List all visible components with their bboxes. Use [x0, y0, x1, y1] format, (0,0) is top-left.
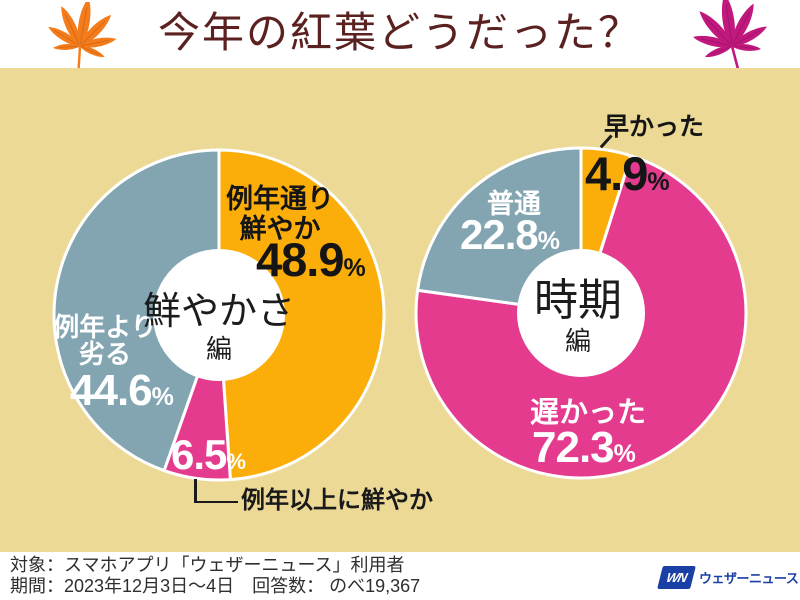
segment-value-more-vivid: 6.5%: [171, 431, 246, 478]
wn-logo-text: ウェザーニュース: [699, 570, 799, 586]
segment-value-early: 4.9%: [585, 147, 670, 200]
segment-value-normal: 22.8%: [460, 211, 560, 258]
segment-value-late: 72.3%: [532, 423, 636, 472]
footer: 対象：スマホアプリ「ウェザーニュース」利用者 期間：2023年12月3日～4日 …: [0, 552, 800, 600]
segment-value-normal-vivid: 48.9%: [256, 233, 366, 286]
maple-leaf-icon-magenta: [693, 0, 767, 75]
chart-area: 例年通り 鮮やか 48.9% 例年より 劣る 44.6% 6.5% 鮮やかさ 編…: [0, 68, 800, 552]
page-title: 今年の紅葉どうだった？: [157, 8, 642, 57]
segment-label-early: 早かった: [604, 113, 705, 141]
survey-period: 期間：2023年12月3日～4日 回答数： のべ19,367: [10, 576, 421, 596]
chart-center-title-vividness: 鮮やかさ 編: [142, 289, 295, 365]
callout-line-vertical: [194, 479, 197, 503]
segment-label-late: 遅かった: [529, 397, 646, 429]
weathernews-logo: WN ウェザーニュース: [657, 565, 799, 589]
callout-line-horizontal: [194, 500, 238, 503]
header: 今年の紅葉どうだった？: [0, 0, 800, 75]
wn-logo-icon: WN: [657, 565, 696, 589]
donut-chart-timing: [414, 146, 748, 480]
segment-label-normal-vivid: 例年通り 鮮やか: [226, 184, 334, 244]
donut-chart-vividness: [52, 148, 386, 482]
survey-target: 対象：スマホアプリ「ウェザーニュース」利用者: [10, 555, 405, 575]
segment-value-worse: 44.6%: [70, 366, 174, 415]
maple-leaf-icon-orange: [48, 2, 117, 74]
callout-label-more-vivid: 例年以上に鮮やか: [241, 487, 433, 514]
segment-label-normal: 普通: [487, 189, 541, 219]
chart-center-title-timing: 時期 編: [534, 275, 622, 358]
survey-meta: 対象：スマホアプリ「ウェザーニュース」利用者 期間：2023年12月3日～4日 …: [10, 555, 420, 597]
segment-label-worse: 例年より 劣る: [53, 312, 157, 369]
